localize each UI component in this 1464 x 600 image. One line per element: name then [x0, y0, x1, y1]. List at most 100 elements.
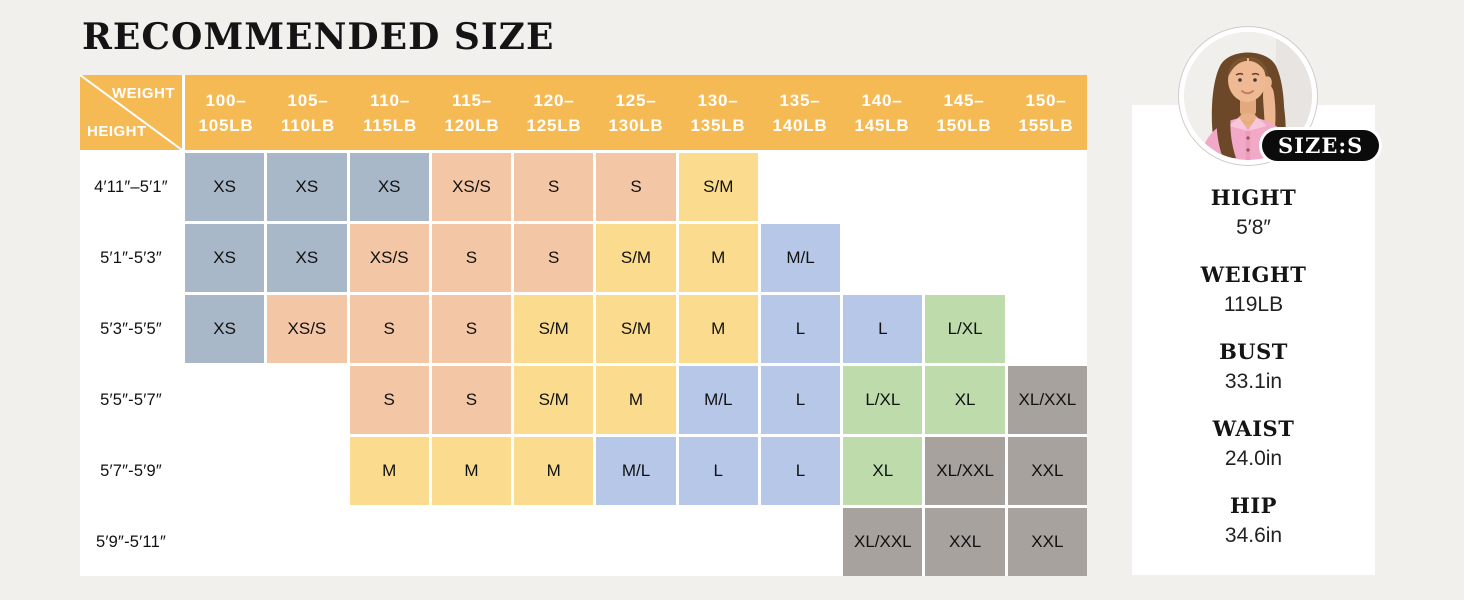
size-cell: M: [678, 224, 758, 292]
size-cell: L/XL: [925, 295, 1005, 363]
size-cell: S: [431, 366, 512, 434]
stat-height-label: HIGHT: [1210, 185, 1297, 210]
size-cell: XS: [349, 153, 429, 221]
size-cell: S: [431, 224, 512, 292]
diagonal-divider-line: [80, 75, 182, 150]
size-cell: XS/S: [431, 153, 512, 221]
size-cell-empty: [761, 153, 840, 221]
size-cell-empty: [843, 224, 922, 292]
size-cell-empty: [761, 508, 840, 576]
height-row-label: 5′7″-5′9″: [100, 461, 162, 480]
size-cell-empty: [843, 153, 922, 221]
size-cell: XL: [843, 437, 923, 505]
size-cell: XL/XXL: [843, 508, 923, 576]
weight-header-cell: 150– 155LB: [1018, 90, 1074, 135]
size-cell: XS: [267, 224, 347, 292]
size-cell: M: [431, 437, 512, 505]
size-cell-empty: [925, 224, 1004, 292]
size-cell: S: [514, 224, 594, 292]
size-cell-empty: [596, 508, 675, 576]
size-cell-empty: [1008, 224, 1087, 292]
weight-header-cell: 130– 135LB: [690, 90, 746, 135]
weight-header-cell: 140– 145LB: [854, 90, 910, 135]
size-cell: XS/S: [267, 295, 347, 363]
size-cell: M: [349, 437, 429, 505]
height-row-label: 5′3″-5′5″: [100, 319, 162, 338]
size-cell-empty: [267, 437, 346, 505]
size-cell: XS/S: [349, 224, 429, 292]
stat-bust: BUST 33.1in: [1132, 340, 1375, 417]
stat-weight-value: 119LB: [1223, 293, 1284, 316]
size-cell: XS: [185, 153, 265, 221]
size-cell: M: [514, 437, 594, 505]
size-cell: M/L: [678, 366, 758, 434]
size-cell: S: [349, 295, 429, 363]
weight-header-cell: 135– 140LB: [772, 90, 828, 135]
size-cell-empty: [1008, 295, 1087, 363]
height-row-label: 5′5″-5′7″: [100, 390, 162, 409]
size-cell: S/M: [514, 366, 594, 434]
size-cell-empty: [679, 508, 758, 576]
size-cell: M/L: [760, 224, 841, 292]
size-cell: M: [596, 366, 676, 434]
size-chart-header: WEIGHT HEIGHT 100– 105LB 105– 110LB 110– 1…: [80, 75, 1087, 150]
height-row-label: 5′9″-5′11″: [95, 532, 167, 551]
size-cell-empty: [185, 508, 264, 576]
stat-hip: HIP 34.6in: [1132, 494, 1375, 571]
weight-header-cell: 125– 130LB: [608, 90, 664, 135]
size-badge: SIZE:S: [1262, 130, 1380, 161]
page-title: RECOMMENDED SIZE: [82, 16, 555, 58]
size-cell: L: [760, 437, 841, 505]
size-cell: XL/XXL: [1007, 366, 1087, 434]
stat-waist: WAIST 24.0in: [1132, 417, 1375, 494]
stat-weight-label: WEIGHT: [1200, 262, 1307, 287]
stat-bust-label: BUST: [1219, 339, 1288, 364]
stat-hip-label: HIP: [1230, 493, 1277, 518]
stat-bust-value: 33.1in: [1224, 370, 1283, 393]
corner-cell: WEIGHT HEIGHT: [80, 75, 182, 150]
weight-header-cell: 100– 105LB: [198, 90, 254, 135]
size-cell: M/L: [596, 437, 676, 505]
size-cell: XS: [267, 153, 347, 221]
size-cell: S/M: [596, 295, 676, 363]
size-cell: M: [678, 295, 758, 363]
size-cell: L: [760, 295, 841, 363]
size-cell: XL/XXL: [925, 437, 1005, 505]
weight-header-cell: 145– 150LB: [936, 90, 992, 135]
size-cell: XXL: [1007, 437, 1087, 505]
size-cell: L: [760, 366, 841, 434]
size-cell-empty: [1008, 153, 1087, 221]
size-cell-empty: [185, 366, 264, 434]
weight-header-cell: 120– 125LB: [526, 90, 582, 135]
size-cell-empty: [350, 508, 429, 576]
weight-header-row: 100– 105LB 105– 110LB 110– 115LB 115– 120LB…: [185, 75, 1087, 150]
size-cell-empty: [185, 437, 264, 505]
model-photo: [1184, 32, 1312, 160]
size-cell: L: [843, 295, 923, 363]
height-axis-label: HEIGHT: [87, 123, 147, 140]
size-cell-empty: [925, 153, 1004, 221]
size-cell: XL: [925, 366, 1005, 434]
size-cell-empty: [514, 508, 593, 576]
stat-waist-label: WAIST: [1212, 416, 1295, 441]
size-cell: S: [431, 295, 512, 363]
stat-height: HIGHT 5′8″: [1132, 186, 1375, 263]
height-row-label: 5′1″-5′3″: [100, 248, 162, 267]
stat-weight: WEIGHT 119LB: [1132, 263, 1375, 340]
size-chart-table: WEIGHT HEIGHT 100– 105LB 105– 110LB 110– 1…: [80, 75, 1087, 576]
weight-axis-label: WEIGHT: [112, 85, 175, 102]
size-cell: L/XL: [843, 366, 923, 434]
weight-header-cell: 110– 115LB: [362, 90, 418, 135]
size-cell: S: [596, 153, 676, 221]
stat-hip-value: 34.6in: [1224, 524, 1283, 547]
size-cell: S/M: [596, 224, 676, 292]
size-cell: XS: [185, 295, 265, 363]
size-cell-empty: [432, 508, 511, 576]
size-cell: S: [349, 366, 429, 434]
size-cell-empty: [267, 366, 346, 434]
stat-waist-value: 24.0in: [1224, 447, 1283, 470]
weight-header-cell: 115– 120LB: [444, 90, 500, 135]
size-cell: XXL: [1007, 508, 1087, 576]
stat-height-value: 5′8″: [1236, 216, 1271, 239]
